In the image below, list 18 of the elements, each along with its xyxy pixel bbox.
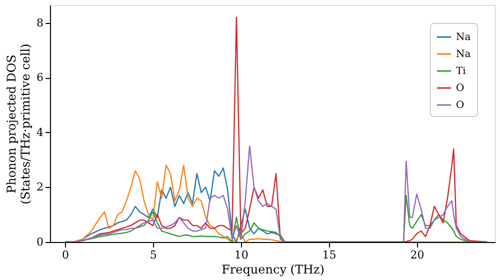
x-tick-label: 15	[322, 248, 336, 262]
x-tick-label: 0	[62, 248, 69, 262]
y-tick-label: 2	[36, 180, 44, 194]
x-tick-label: 5	[150, 248, 157, 262]
y-tick-label: 6	[36, 71, 44, 84]
legend-label: Na	[456, 49, 471, 60]
x-tick-label: 20	[410, 248, 424, 262]
legend-label: O	[456, 83, 464, 94]
x-axis-title: Frequency (THz)	[222, 262, 324, 276]
y-axis-title: Phonon projected DOS (States/THz·primitive cell)	[4, 44, 32, 204]
legend-label: Ti	[456, 66, 466, 77]
y-tick-label: 4	[36, 126, 44, 139]
line-series	[64, 146, 488, 242]
y-tick-label: 0	[36, 236, 44, 248]
legend-label: O	[456, 100, 464, 111]
x-tick-label: 10	[234, 248, 248, 262]
y-tick-label: 8	[36, 16, 44, 30]
legend-label: Na	[456, 32, 471, 43]
